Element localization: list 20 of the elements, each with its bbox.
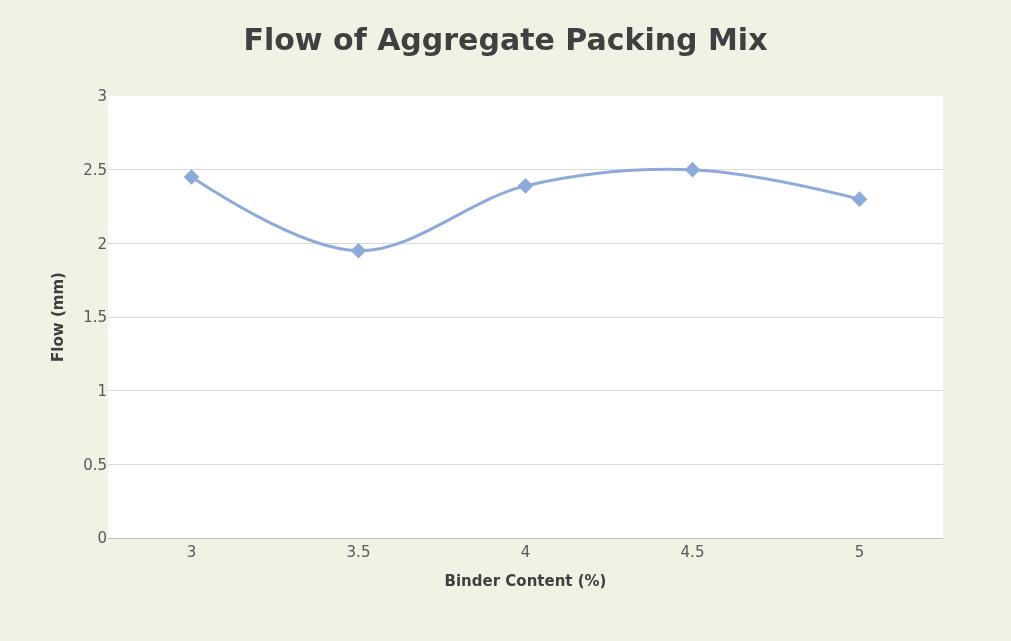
y-tick-label: 0.5 [83,455,107,474]
point [517,178,534,194]
y-tick-label: 3 [97,87,107,106]
x-tick-label: 3.5 [346,543,371,561]
x-tick-label: 4 [520,543,531,561]
point [350,242,367,259]
y-tick-label: 2.5 [83,160,107,179]
y-tick-label: 1 [97,381,107,400]
y-tick-label: 1.5 [83,308,107,327]
x-tick-label: 5 [854,543,865,561]
chart-title: Flow of Aggregate Packing Mix [243,21,768,57]
point [684,161,701,178]
x-tick-label: 4.5 [680,543,705,561]
point [851,191,868,207]
y-axis-title: Flow (mm) [49,272,68,362]
y-tick-label: 2 [97,234,107,253]
y-tick-label: 0 [97,529,107,548]
x-tick-label: 3 [186,543,197,561]
point [183,169,200,185]
x-axis-title: Binder Content (%) [444,572,607,590]
